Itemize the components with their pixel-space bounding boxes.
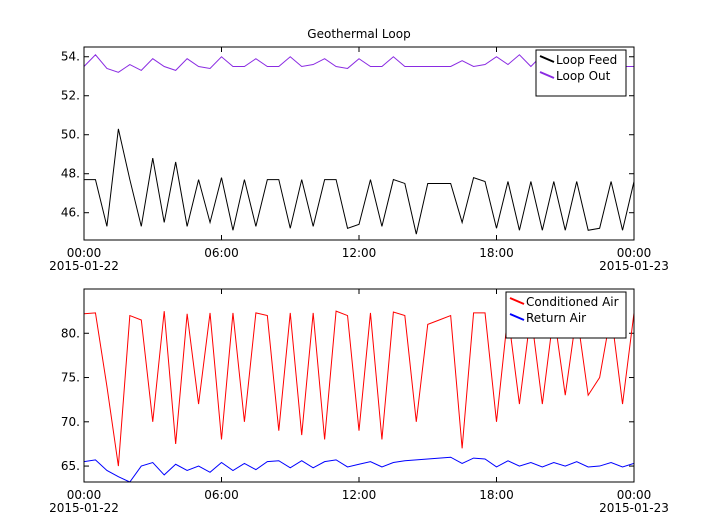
x-tick-label: 00:00 2015-01-23 — [599, 488, 669, 515]
x-tick-label: 18:00 — [479, 246, 514, 260]
x-tick-label: 06:00 — [204, 246, 239, 260]
y-tick-label: 80. — [61, 326, 80, 340]
legend-label: Loop Out — [556, 69, 611, 83]
plot-frame — [83, 46, 635, 241]
x-tick-label: 12:00 — [342, 246, 377, 260]
legend-box — [535, 49, 627, 97]
series-line — [84, 310, 634, 467]
plot-frame — [83, 288, 635, 483]
legend-swatch — [539, 55, 555, 63]
y-tick-label: 65. — [61, 459, 80, 473]
legend-box — [505, 291, 627, 339]
x-tick-label: 00:00 2015-01-22 — [49, 246, 119, 273]
legend-swatch — [509, 297, 525, 305]
legend-label: Loop Feed — [556, 53, 617, 67]
series-line — [84, 128, 634, 235]
y-tick-label: 54. — [61, 50, 80, 64]
y-tick-label: 48. — [61, 167, 80, 181]
x-tick-label: 12:00 — [342, 488, 377, 502]
y-tick-label: 50. — [61, 128, 80, 142]
chart-title: Geothermal Loop — [307, 27, 410, 41]
x-tick-label: 18:00 — [479, 488, 514, 502]
y-tick-label: 70. — [61, 415, 80, 429]
x-tick-label: 06:00 — [204, 488, 239, 502]
y-tick-label: 75. — [61, 371, 80, 385]
legend-label: Return Air — [526, 311, 586, 325]
y-tick-label: 46. — [61, 206, 80, 220]
legend-label: Conditioned Air — [526, 295, 619, 309]
plot-area — [84, 310, 634, 482]
x-tick-label: 00:00 2015-01-23 — [599, 246, 669, 273]
y-tick-label: 52. — [61, 89, 80, 103]
legend-swatch — [509, 313, 525, 321]
x-tick-label: 00:00 2015-01-22 — [49, 488, 119, 515]
legend-swatch — [539, 71, 555, 79]
series-line — [84, 456, 634, 482]
